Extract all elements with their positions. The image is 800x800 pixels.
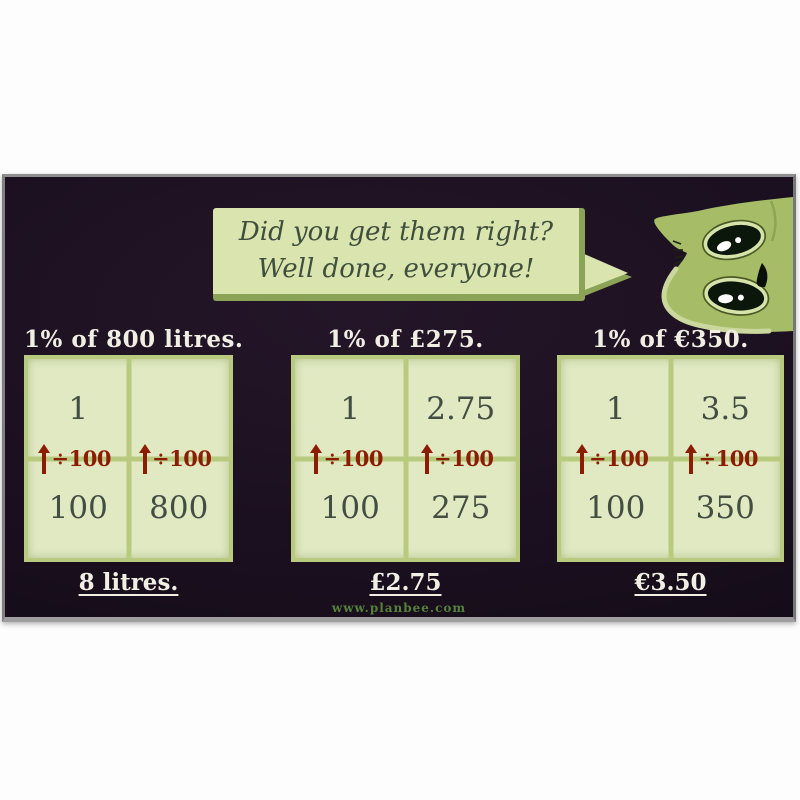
table-cell-top-left: 1 xyxy=(68,390,89,427)
table-cell-top-right: 3.5 xyxy=(700,390,750,427)
divide-by-100-label: ÷100 xyxy=(28,444,129,474)
up-arrow-icon xyxy=(38,444,51,474)
table-cell-bottom-right: 350 xyxy=(695,490,755,527)
problem-answer: £2.75 xyxy=(369,569,442,596)
problem-group-3: 1% of €350. 1 3.5 100 350 ÷100 ÷100 €3.5… xyxy=(557,326,784,596)
table-divider-horizontal xyxy=(295,456,516,461)
problem-title: 1% of €350. xyxy=(592,326,749,353)
table-cell-bottom-left: 100 xyxy=(48,490,108,527)
table-divider-horizontal xyxy=(561,456,780,461)
table-cell-top-left: 1 xyxy=(340,390,361,427)
table-cell-bottom-right: 800 xyxy=(149,490,209,527)
problem-answer: 8 litres. xyxy=(78,569,179,596)
ratio-table: 1 3.5 100 350 ÷100 ÷100 xyxy=(557,355,784,562)
problem-group-2: 1% of £275. 1 2.75 100 275 ÷100 ÷100 £2.… xyxy=(291,326,520,596)
table-cell-top-left: 1 xyxy=(605,390,626,427)
speech-bubble: Did you get them right? Well done, every… xyxy=(213,208,585,301)
up-arrow-icon xyxy=(420,444,433,474)
table-cell-bottom-left: 100 xyxy=(320,490,380,527)
divide-by-100-label: ÷100 xyxy=(561,444,671,474)
problem-title: 1% of 800 litres. xyxy=(24,326,244,353)
ratio-table: 1 2.75 100 275 ÷100 ÷100 xyxy=(291,355,520,562)
up-arrow-icon xyxy=(685,444,698,474)
bee-mouth xyxy=(756,263,768,288)
problem-title: 1% of £275. xyxy=(327,326,484,353)
table-divider-horizontal xyxy=(28,456,229,461)
operation-text: ÷100 xyxy=(698,446,759,471)
bee-rim-highlight xyxy=(661,266,772,334)
divide-by-100-label: ÷100 xyxy=(406,444,517,474)
problem-group-1: 1% of 800 litres. 1 100 800 ÷100 ÷100 8 … xyxy=(24,326,244,596)
operation-text: ÷100 xyxy=(323,446,384,471)
bee-lashes xyxy=(672,240,684,266)
operation-text: ÷100 xyxy=(434,446,494,471)
divide-by-100-label: ÷100 xyxy=(295,444,406,474)
bee-eye-lower xyxy=(702,276,770,316)
bee-crease xyxy=(769,200,777,242)
operation-text: ÷100 xyxy=(152,446,212,471)
table-cell-bottom-left: 100 xyxy=(586,490,646,527)
operation-text: ÷100 xyxy=(51,446,112,471)
up-arrow-icon xyxy=(138,444,151,474)
bee-character-icon xyxy=(654,197,793,334)
speech-bubble-tail xyxy=(582,253,632,297)
up-arrow-icon xyxy=(310,444,323,474)
divide-by-100-label: ÷100 xyxy=(129,444,230,474)
table-cell-top-right: 2.75 xyxy=(426,390,496,427)
speech-bubble-line2: Well done, everyone! xyxy=(257,254,535,284)
up-arrow-icon xyxy=(575,444,588,474)
operation-text: ÷100 xyxy=(589,446,649,471)
slide: Did you get them right? Well done, every… xyxy=(2,174,796,622)
watermark: www.planbee.com xyxy=(331,601,467,615)
speech-bubble-line1: Did you get them right? xyxy=(238,217,554,247)
ratio-table: 1 100 800 ÷100 ÷100 xyxy=(24,355,233,562)
problem-answer: €3.50 xyxy=(634,569,707,596)
bee-eye-upper xyxy=(701,219,767,261)
table-cell-bottom-right: 275 xyxy=(431,490,491,527)
divide-by-100-label: ÷100 xyxy=(671,444,781,474)
